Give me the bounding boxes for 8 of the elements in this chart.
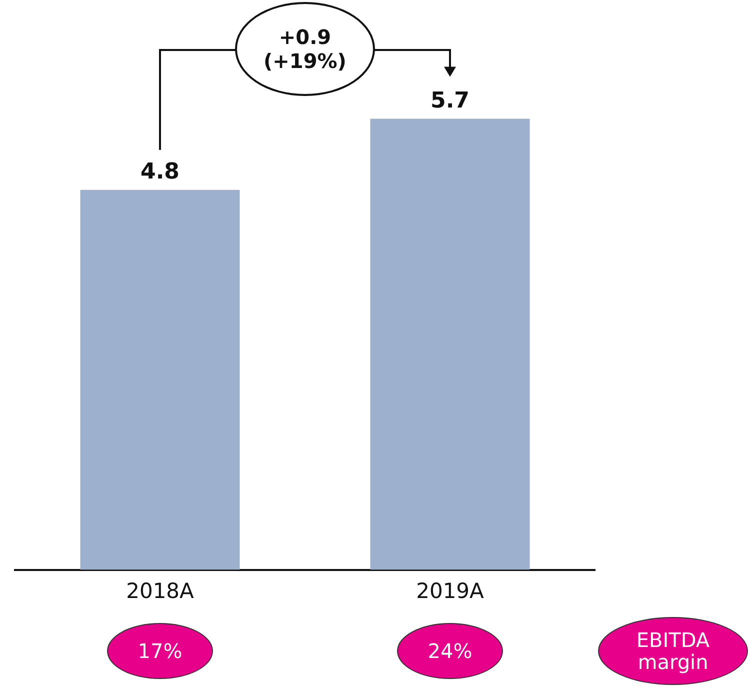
text: 24% [397,623,503,679]
text: EBITDA margin [598,617,748,685]
data-label: 4.8 [140,160,180,185]
text: 17% [107,623,213,679]
data-label: 5.7 [430,88,470,114]
annotation: +0.9 (+19%) [235,2,375,96]
x-tick-label: 2019A [416,578,485,603]
x-tick-label: 2018A [126,578,195,603]
